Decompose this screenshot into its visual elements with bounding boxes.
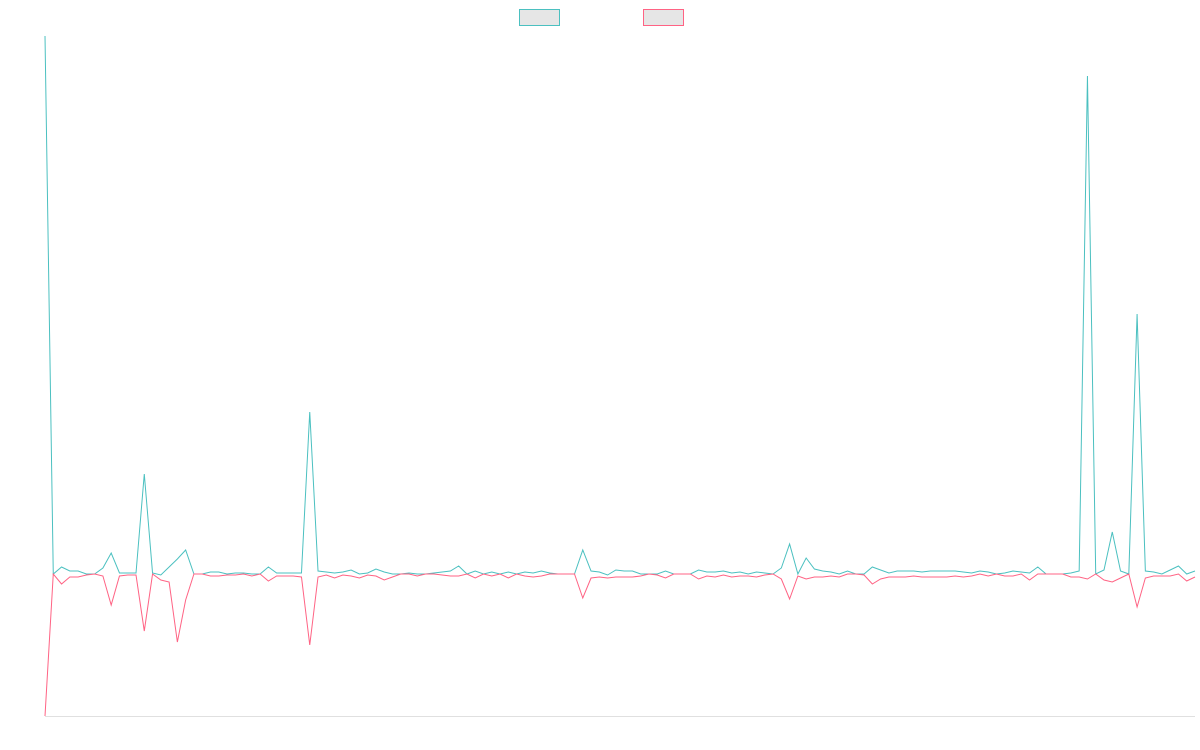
legend-swatch[interactable]	[519, 9, 560, 26]
series-line	[44, 572, 1196, 717]
legend-swatch[interactable]	[643, 9, 684, 26]
series-line	[44, 35, 1196, 576]
